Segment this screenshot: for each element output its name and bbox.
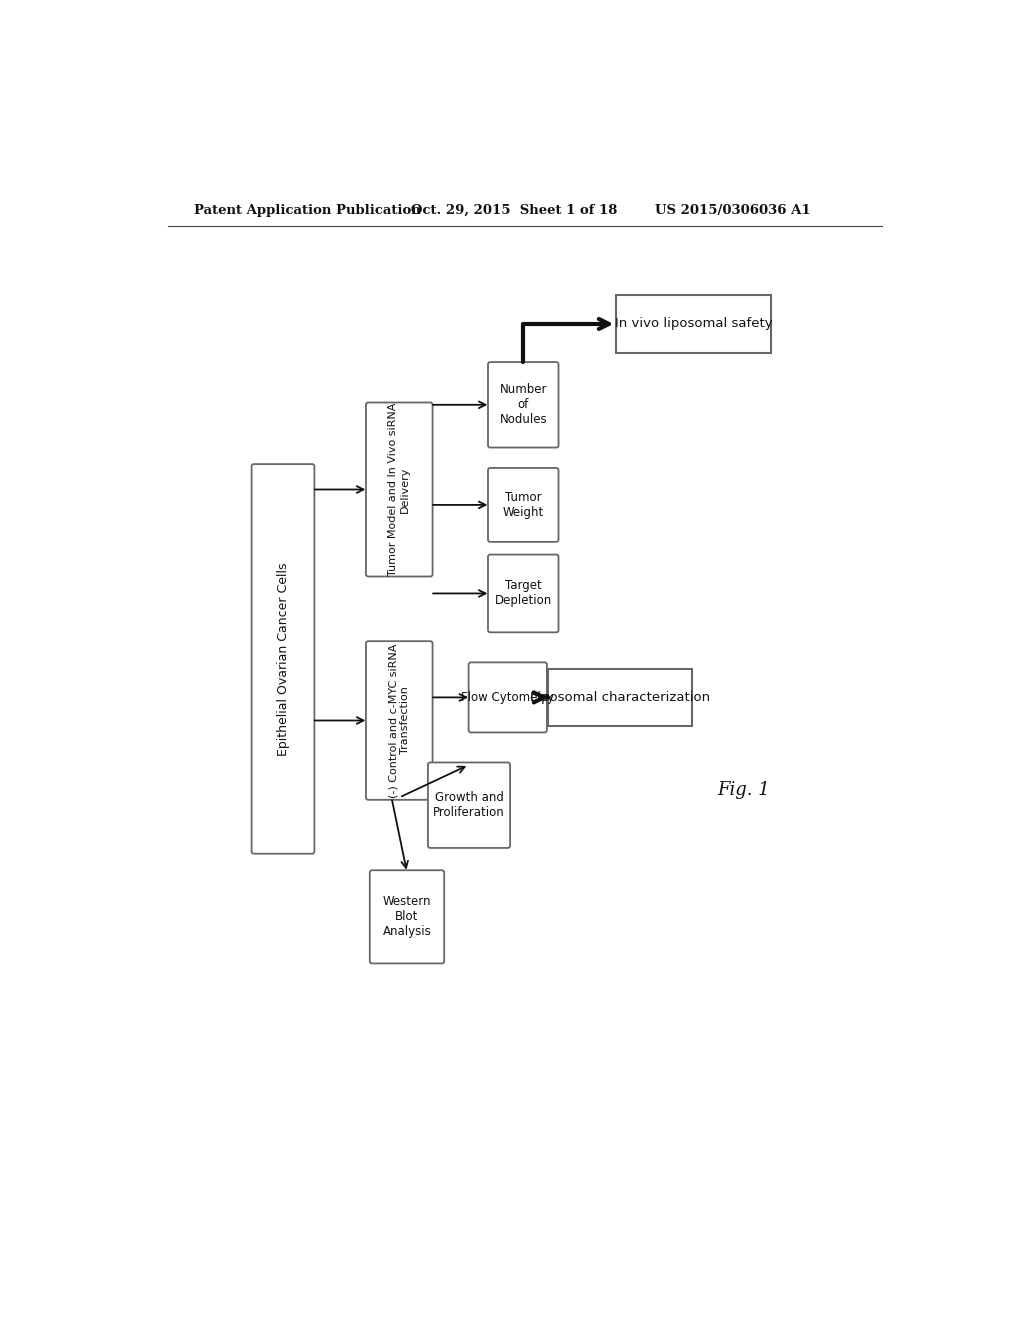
- Text: Liposomal characterization: Liposomal characterization: [530, 690, 711, 704]
- FancyBboxPatch shape: [366, 403, 432, 577]
- FancyBboxPatch shape: [370, 870, 444, 964]
- FancyBboxPatch shape: [428, 763, 510, 847]
- FancyBboxPatch shape: [469, 663, 547, 733]
- Text: Oct. 29, 2015  Sheet 1 of 18: Oct. 29, 2015 Sheet 1 of 18: [411, 205, 617, 218]
- Text: Patent Application Publication: Patent Application Publication: [194, 205, 421, 218]
- Text: Flow Cytometry: Flow Cytometry: [461, 690, 554, 704]
- FancyBboxPatch shape: [488, 469, 558, 543]
- Bar: [549, 668, 692, 726]
- Text: Tumor
Weight: Tumor Weight: [503, 491, 544, 519]
- Text: Western
Blot
Analysis: Western Blot Analysis: [383, 895, 431, 939]
- Text: Number
of
Nodules: Number of Nodules: [500, 383, 547, 426]
- Text: US 2015/0306036 A1: US 2015/0306036 A1: [655, 205, 811, 218]
- FancyBboxPatch shape: [488, 554, 558, 632]
- Text: (-) Control and c-MYC siRNA
Transfection: (-) Control and c-MYC siRNA Transfection: [388, 643, 410, 797]
- Text: Growth and
Proliferation: Growth and Proliferation: [433, 791, 505, 820]
- FancyBboxPatch shape: [252, 465, 314, 854]
- FancyBboxPatch shape: [366, 642, 432, 800]
- Text: Epithelial Ovarian Cancer Cells: Epithelial Ovarian Cancer Cells: [276, 562, 290, 755]
- Text: Fig. 1: Fig. 1: [717, 781, 770, 799]
- FancyBboxPatch shape: [488, 362, 558, 447]
- Bar: [616, 296, 771, 352]
- Text: Tumor Model and In Vivo siRNA
Delivery: Tumor Model and In Vivo siRNA Delivery: [388, 403, 410, 577]
- Text: Target
Depletion: Target Depletion: [495, 579, 552, 607]
- Text: In vivo liposomal safety: In vivo liposomal safety: [615, 317, 772, 330]
